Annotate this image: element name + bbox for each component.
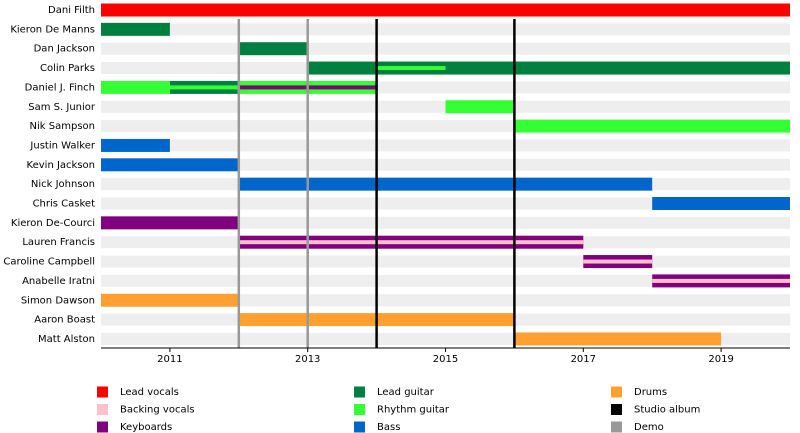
member-name: Anabelle Iratni	[22, 276, 95, 287]
member-name: Kevin Jackson	[27, 160, 95, 171]
member-name: Daniel J. Finch	[25, 82, 95, 93]
legend-label: Lead vocals	[120, 387, 179, 398]
x-tick-label: 2013	[295, 354, 320, 365]
row-band	[101, 42, 790, 55]
row-band	[101, 158, 790, 171]
member-name: Dani Filth	[48, 5, 95, 16]
member-name: Nick Johnson	[31, 179, 95, 190]
member-name: Dan Jackson	[34, 44, 95, 55]
member-name: Chris Casket	[33, 199, 96, 210]
role-stripe	[238, 240, 584, 245]
role-stripe	[376, 66, 446, 71]
role-stripe	[583, 259, 653, 264]
member-name: Sam S. Junior	[28, 102, 96, 113]
role-bar	[101, 80, 170, 94]
member-name: Nik Sampson	[30, 121, 95, 132]
row-band	[101, 255, 790, 268]
member-name: Matt Alston	[38, 334, 95, 345]
legend-label: Studio album	[634, 405, 700, 416]
legend-label: Backing vocals	[120, 405, 195, 416]
legend-swatch	[611, 386, 622, 398]
role-stripe	[169, 85, 239, 90]
row-band	[101, 294, 790, 307]
legend-label: Keyboards	[120, 422, 172, 433]
role-bar	[445, 100, 515, 114]
legend-label: Drums	[634, 387, 667, 398]
legend-swatch	[97, 421, 108, 433]
role-bar	[101, 293, 239, 307]
role-bar	[101, 216, 239, 230]
member-name: Kieron De-Courci	[11, 218, 95, 229]
x-tick-label: 2019	[708, 354, 733, 365]
legend-swatch	[611, 421, 622, 433]
row-band	[101, 23, 790, 36]
legend-label: Rhythm guitar	[377, 405, 450, 416]
legend-label: Lead guitar	[377, 387, 435, 398]
member-name: Lauren Francis	[22, 237, 95, 248]
member-name: Aaron Boast	[34, 315, 95, 326]
role-bar	[101, 138, 170, 152]
legend-label: Demo	[634, 422, 664, 433]
legend-swatch	[354, 421, 365, 433]
x-tick-label: 2017	[571, 354, 596, 365]
role-bar	[238, 42, 308, 56]
member-name: Kieron De Manns	[10, 24, 95, 35]
role-stripe	[652, 278, 790, 283]
legend-swatch	[611, 404, 622, 415]
role-bar	[238, 177, 653, 191]
legend-label: Bass	[377, 422, 400, 433]
member-name: Colin Parks	[40, 63, 95, 74]
member-name: Simon Dawson	[21, 295, 95, 306]
role-bar	[514, 119, 790, 133]
legend-swatch	[354, 386, 365, 398]
role-bar	[307, 61, 790, 75]
x-tick-label: 2015	[433, 354, 458, 365]
role-bar	[514, 332, 722, 346]
row-band	[101, 139, 790, 152]
row-band	[101, 216, 790, 229]
member-name: Justin Walker	[29, 140, 95, 151]
role-bar	[101, 158, 239, 172]
role-bar	[652, 197, 790, 210]
role-bar	[101, 3, 790, 17]
x-tick-label: 2011	[157, 354, 182, 365]
role-bar	[101, 22, 170, 36]
legend-swatch	[354, 404, 365, 415]
legend-swatch	[97, 386, 108, 398]
row-band	[101, 197, 790, 210]
row-band	[101, 274, 790, 287]
legend-swatch	[97, 404, 108, 415]
member-name: Caroline Campbell	[3, 257, 95, 268]
